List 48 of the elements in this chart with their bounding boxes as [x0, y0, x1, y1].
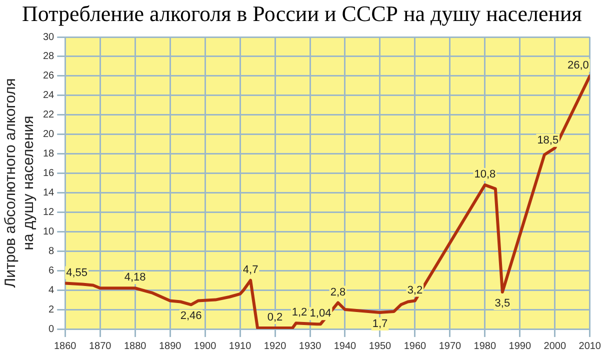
- x-tick-label: 1940: [334, 340, 357, 352]
- y-tick-label: 2: [48, 304, 55, 316]
- y-tick-label: 6: [48, 265, 55, 276]
- annotation: 2,46: [180, 310, 202, 322]
- x-tick-label: 1980: [474, 340, 496, 352]
- x-tick-label: 1890: [158, 340, 182, 352]
- y-tick-label: 4: [48, 284, 55, 296]
- annotation: 2,8: [330, 286, 346, 298]
- y-tick-label: 8: [48, 246, 55, 257]
- y-tick-label: 30: [43, 32, 55, 43]
- x-tick-label: 2000: [544, 340, 566, 352]
- chart-title: Потребление алкоголя в России и СССР на душу населения: [21, 0, 583, 28]
- y-tick-label: 18: [43, 148, 55, 160]
- annotation: 4,7: [242, 264, 258, 276]
- x-tick-label: 1920: [264, 340, 287, 352]
- x-tick-label: 1910: [228, 340, 252, 352]
- x-tick-label: 1930: [298, 340, 322, 352]
- annotation: 3,2: [407, 284, 423, 296]
- x-tick-label: 1870: [88, 340, 112, 352]
- annotation: 1,04: [310, 308, 332, 320]
- y-tick-label: 16: [43, 168, 55, 180]
- annotation: 0,2: [267, 312, 283, 324]
- x-tick-label: 1860: [54, 340, 77, 352]
- x-tick-label: 1880: [124, 340, 147, 352]
- y-tick-label: 0: [48, 324, 55, 335]
- y-tick-label: 10: [43, 226, 55, 238]
- x-tick-label: 1950: [368, 340, 392, 352]
- annotation: 26,0: [567, 59, 589, 72]
- annotation: 1,2: [292, 306, 308, 319]
- x-tick-label: 1960: [404, 340, 427, 352]
- annotation: 3,5: [494, 298, 510, 310]
- x-tick-label: 1970: [438, 340, 462, 352]
- x-tick-label: 1990: [508, 340, 532, 352]
- x-tick-label: 2010: [578, 340, 602, 352]
- annotation: 18,5: [537, 134, 559, 146]
- y-tick-label: 22: [43, 110, 55, 121]
- y-tick-label: 24: [43, 90, 55, 102]
- y-tick-label: 14: [43, 187, 55, 198]
- y-tick-label: 26: [43, 70, 55, 82]
- annotation: 10,8: [474, 168, 496, 180]
- y-tick-label: 20: [43, 129, 55, 140]
- x-tick-label: 1900: [194, 340, 217, 352]
- y-tick-label: 12: [43, 206, 55, 218]
- y-tick-label: 28: [43, 51, 55, 62]
- annotation: 4,55: [66, 266, 88, 279]
- annotation: 1,7: [372, 318, 388, 330]
- annotation: 4,18: [124, 272, 146, 284]
- y-axis-title: Литров абсолютного алкоголя на душу населения: [2, 78, 38, 288]
